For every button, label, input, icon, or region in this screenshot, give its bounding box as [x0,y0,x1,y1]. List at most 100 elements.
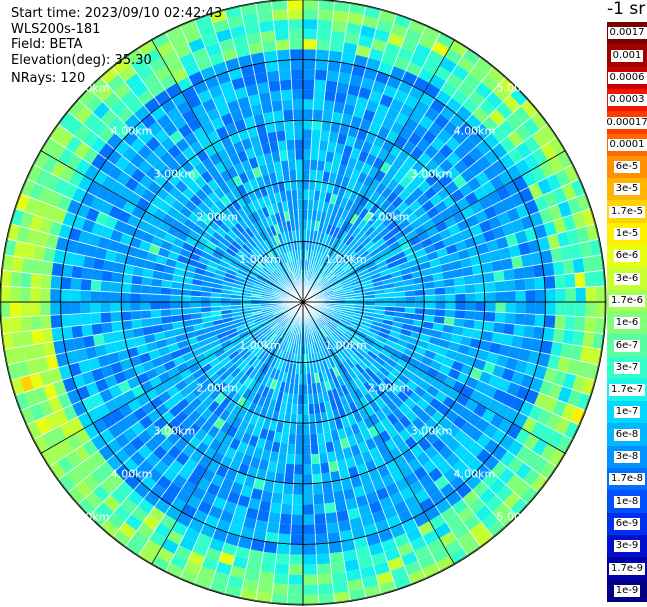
data-cell [267,131,278,143]
data-cell [495,302,506,313]
data-cell [398,218,411,231]
data-cell [324,502,337,514]
data-cell [334,143,346,155]
data-cell [130,302,141,311]
data-cell [236,184,248,196]
data-cell [179,224,192,236]
data-cell [280,350,287,362]
data-cell [264,265,274,274]
data-cell [372,478,386,492]
data-cell [397,47,414,62]
data-cell [271,593,288,605]
data-cell [345,135,357,148]
data-cell [303,39,317,50]
data-cell [321,313,331,320]
data-cell [303,69,316,80]
data-cell [539,380,553,397]
data-cell [289,423,297,435]
data-cell [357,219,368,231]
data-cell [315,59,329,71]
data-cell [138,240,152,252]
data-cell [273,358,281,370]
data-cell [330,121,341,134]
data-cell [313,403,321,414]
data-cell [520,336,533,351]
data-cell [508,244,521,258]
colorbar-cell: 3e-8 [607,445,647,469]
ray-separator [193,301,304,586]
data-cell [288,564,303,575]
colorbar-cell: 3e-5 [607,178,647,201]
data-cell [84,423,100,440]
data-cell [321,284,331,291]
data-cell [384,388,397,401]
ray-separator [1,269,304,303]
data-cell [342,283,353,289]
data-cell [20,272,32,288]
data-cell [234,222,245,234]
data-cell [242,181,254,193]
data-cell [65,135,83,154]
data-cell [355,546,371,560]
data-cell [92,169,108,186]
data-cell [489,342,502,355]
data-cell [476,432,492,449]
data-cell [321,472,332,484]
data-cell [180,307,192,315]
data-cell [424,308,436,316]
data-cell [255,319,266,326]
data-cell [358,384,369,397]
data-cell [334,267,344,276]
data-cell [351,318,363,325]
data-cell [0,286,11,302]
data-cell [390,66,406,81]
data-cell [317,442,327,454]
data-cell [324,212,332,224]
data-cell [191,284,202,292]
data-cell [513,480,531,498]
data-cell [319,232,326,243]
data-cell [110,291,121,302]
ray-separator [193,18,304,303]
data-cell [292,99,303,110]
data-cell [371,552,388,566]
data-cell [208,52,225,66]
data-cell [351,227,362,239]
data-cell [523,433,540,451]
data-cell [213,174,226,187]
data-cell [557,386,573,404]
data-cell [38,399,54,418]
data-cell [405,296,416,302]
data-cell [276,267,285,278]
data-cell [317,264,325,275]
data-cell [347,343,357,354]
data-cell [358,360,369,371]
data-cell [268,333,277,343]
data-cell [342,348,352,359]
data-cell [77,175,93,192]
data-cell [430,329,443,339]
data-cell [242,282,254,289]
data-cell [100,364,114,379]
data-cell [283,119,294,131]
data-cell [20,316,32,332]
data-cell [430,265,443,275]
data-cell [316,341,322,352]
ray-separator [302,66,495,303]
data-cell [369,346,381,357]
data-cell [258,571,275,584]
data-cell [475,56,494,75]
data-cell [303,554,317,565]
data-cell [371,233,383,244]
data-cell [507,130,524,148]
data-cell [134,335,146,347]
data-cell [287,594,303,606]
data-cell [277,452,288,464]
data-cell [188,154,202,168]
data-cell [113,371,127,385]
data-cell [320,462,330,474]
data-cell [223,90,238,104]
data-cell [347,507,361,520]
data-cell [402,368,415,380]
data-cell [453,276,465,287]
